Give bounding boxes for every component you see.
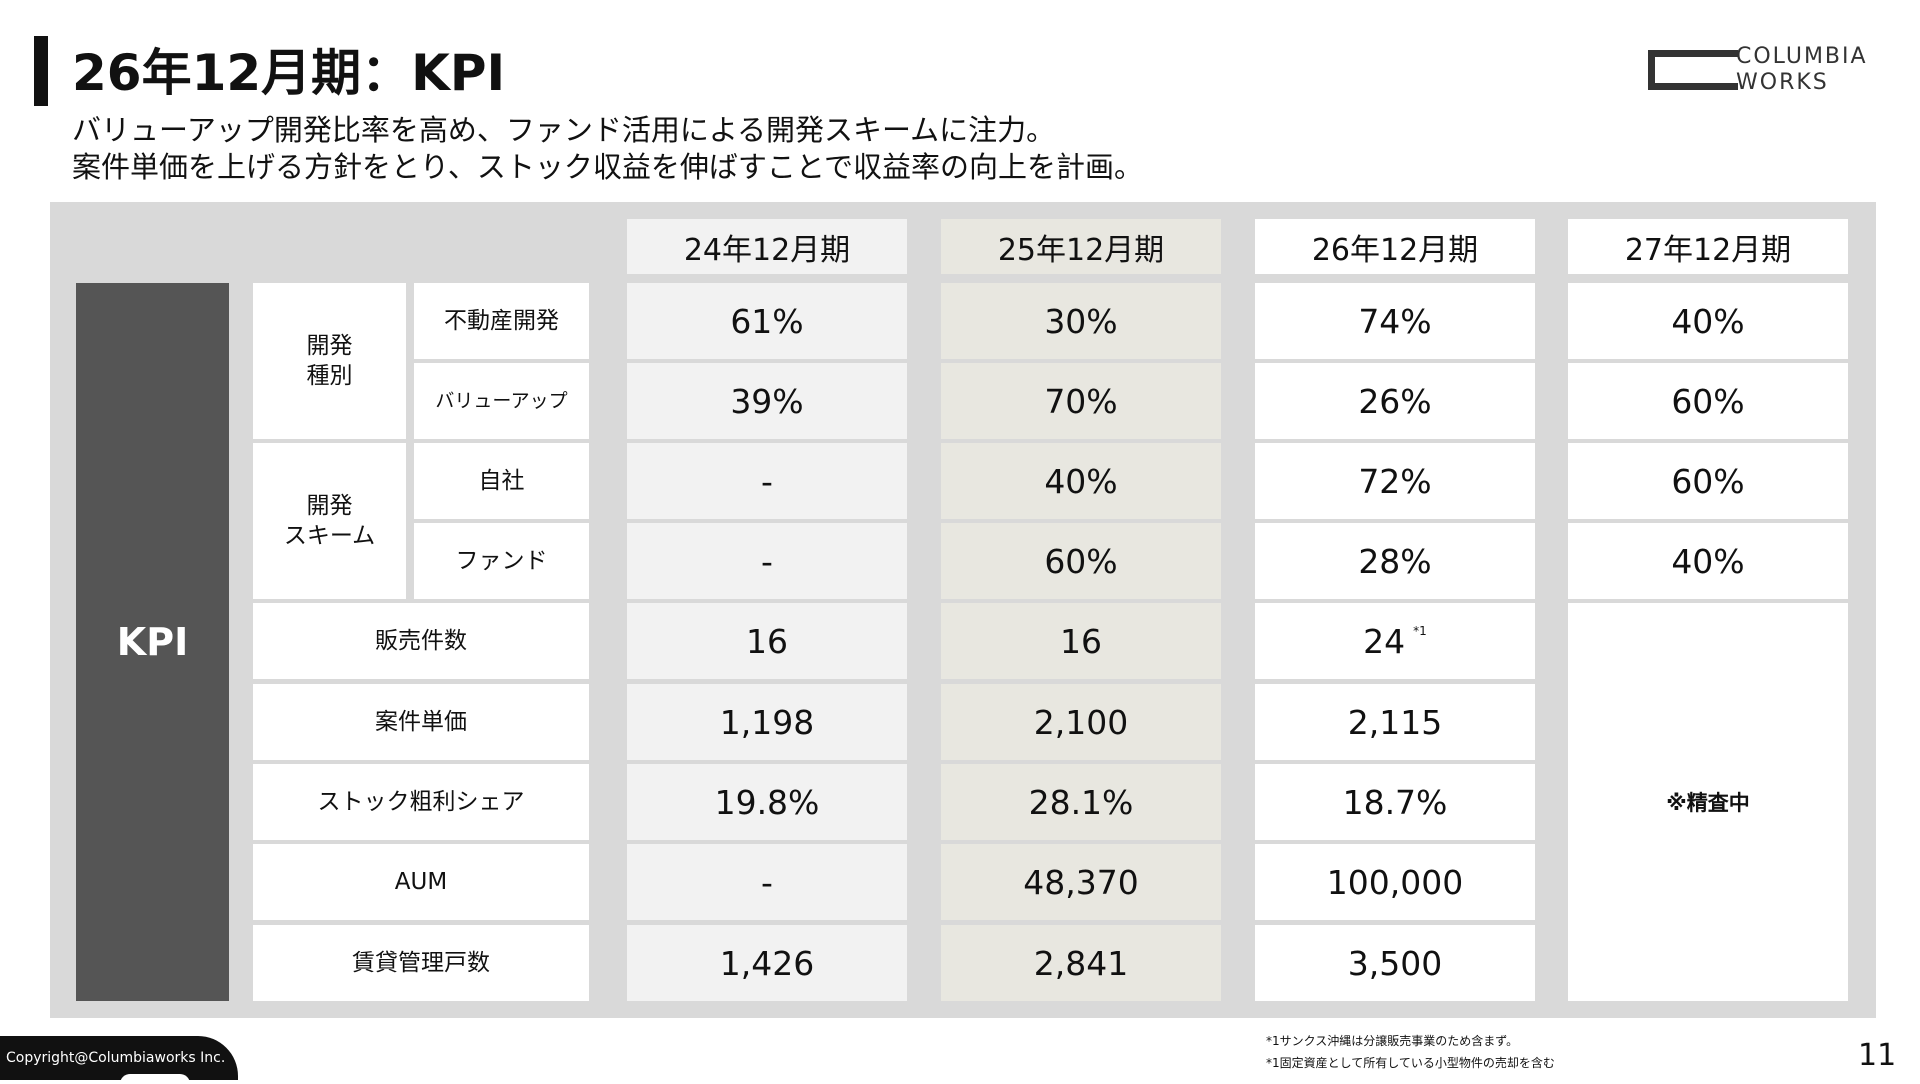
copyright-tab: Copyright@Columbiaworks Inc.	[0, 1036, 238, 1080]
table-cell: 24 *1	[1255, 603, 1535, 679]
row-label: AUM	[253, 844, 589, 920]
table-cell: 74%	[1255, 283, 1535, 359]
table-cell: 30%	[941, 283, 1221, 359]
table-cell: 40%	[1568, 523, 1848, 599]
group-dev-scheme: 開発 スキーム	[253, 443, 406, 599]
footnote-1: *1サンクス沖縄は分譲販売事業のため含まず。	[1266, 1034, 1519, 1048]
title-accent-bar	[34, 36, 48, 106]
table-cell: 2,841	[941, 925, 1221, 1001]
table-cell: 19.8%	[627, 764, 907, 840]
table-cell: 70%	[941, 363, 1221, 439]
row-label: 自社	[414, 443, 589, 519]
table-cell: 16	[941, 603, 1221, 679]
table-cell: 1,426	[627, 925, 907, 1001]
table-cell: 60%	[1568, 443, 1848, 519]
table-cell: 48,370	[941, 844, 1221, 920]
table-cell: 100,000	[1255, 844, 1535, 920]
logo-text-line-2: WORKS	[1736, 70, 1829, 95]
subtitle-line-2: 案件単価を上げる方針をとり、ストック収益を伸ばすことで収益率の向上を計画。	[72, 150, 1143, 184]
table-cell: 61%	[627, 283, 907, 359]
row-label: 販売件数	[253, 603, 589, 679]
period-header-25: 25年12月期	[941, 219, 1221, 274]
page-number: 11	[1858, 1038, 1897, 1073]
table-cell: 60%	[1568, 363, 1848, 439]
period-header-24: 24年12月期	[627, 219, 907, 274]
table-cell: 28.1%	[941, 764, 1221, 840]
table-cell: 26%	[1255, 363, 1535, 439]
row-label: ファンド	[414, 523, 589, 599]
pending-note: ※精査中	[1568, 603, 1848, 1001]
table-cell: -	[627, 443, 907, 519]
table-cell: 2,100	[941, 684, 1221, 760]
subtitle-line-1: バリューアップ開発比率を高め、ファンド活用による開発スキームに注力。	[72, 113, 1056, 147]
row-label: バリューアップ	[414, 363, 589, 439]
page-title: 26年12月期：KPI	[72, 44, 506, 102]
row-label: 不動産開発	[414, 283, 589, 359]
logo-mark-icon	[1648, 50, 1728, 90]
kpi-label: KPI	[76, 283, 229, 1001]
footnotes: *1サンクス沖縄は分譲販売事業のため含まず。 *1固定資産として所有している小型…	[1266, 1030, 1555, 1074]
subtitle: バリューアップ開発比率を高め、ファンド活用による開発スキームに注力。 案件単価を…	[72, 112, 1143, 186]
table-cell: 16	[627, 603, 907, 679]
period-header-27: 27年12月期	[1568, 219, 1848, 274]
table-cell: 40%	[1568, 283, 1848, 359]
table-cell: -	[627, 523, 907, 599]
group-dev-type: 開発 種別	[253, 283, 406, 439]
table-cell: 39%	[627, 363, 907, 439]
table-cell: 18.7%	[1255, 764, 1535, 840]
table-cell: 3,500	[1255, 925, 1535, 1001]
row-label: 案件単価	[253, 684, 589, 760]
footnote-mark: *1	[1413, 624, 1427, 638]
table-cell: 40%	[941, 443, 1221, 519]
table-cell: 2,115	[1255, 684, 1535, 760]
table-cell: 1,198	[627, 684, 907, 760]
table-cell: -	[627, 844, 907, 920]
period-header-26: 26年12月期	[1255, 219, 1535, 274]
table-cell: 28%	[1255, 523, 1535, 599]
table-cell: 72%	[1255, 443, 1535, 519]
footnote-2: *1固定資産として所有している小型物件の売却を含む	[1266, 1056, 1555, 1070]
kpi-table: 24年12月期 25年12月期 26年12月期 27年12月期 KPI 開発 種…	[50, 202, 1876, 1018]
row-label: 賃貸管理戸数	[253, 925, 589, 1001]
logo-text-line-1: COLUMBIA	[1736, 44, 1868, 69]
table-cell: 60%	[941, 523, 1221, 599]
row-label: ストック粗利シェア	[253, 764, 589, 840]
company-logo: COLUMBIA WORKS	[1648, 44, 1898, 104]
